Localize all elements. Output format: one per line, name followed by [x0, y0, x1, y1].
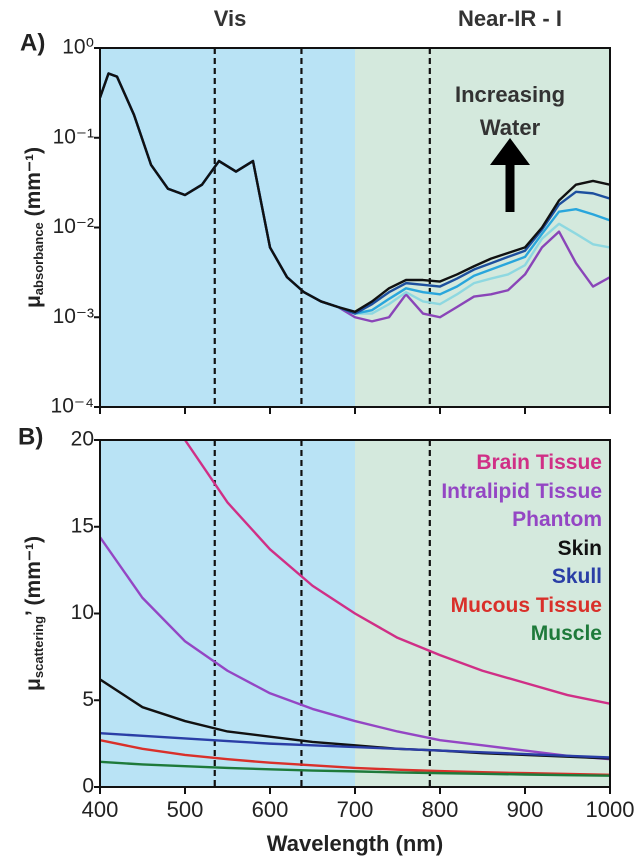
y-axis-title: μabsorbance (mm⁻¹)	[22, 147, 47, 308]
legend-entry: Mucous Tissue	[450, 593, 602, 617]
x-tick-label: 500	[167, 797, 204, 822]
x-tick-label: 800	[422, 797, 459, 822]
series-line	[100, 732, 610, 759]
x-tick-label: 400	[82, 797, 119, 822]
legend-entry: Muscle	[530, 622, 602, 645]
series-line	[184, 440, 610, 705]
y-tick-label: 10⁰	[62, 36, 94, 59]
y-tick-label: 10	[71, 601, 94, 624]
region-shading	[100, 48, 355, 407]
y-tick-label: 10⁻⁴	[51, 395, 94, 418]
panel-label: A)	[20, 29, 45, 56]
y-tick-label: 15	[71, 514, 94, 537]
legend: Brain Tissue Intralipid Tissue Phantom Ski…	[362, 449, 602, 649]
series-line	[100, 72, 610, 313]
y-title-subscript: absorbance	[31, 222, 46, 295]
y-title-unit: (mm⁻¹)	[22, 147, 45, 222]
x-tick-label: 700	[337, 797, 374, 822]
y-tick-label: 10⁻³	[53, 305, 94, 328]
y-title-symbol: μ	[22, 678, 45, 691]
region-shading	[355, 440, 610, 787]
x-tick-label: 1000	[586, 797, 635, 822]
y-tick-label: 5	[82, 688, 94, 711]
y-tick-label: 10⁻¹	[53, 125, 94, 148]
y-title-symbol: μ	[22, 295, 45, 308]
x-tick-label: 900	[507, 797, 544, 822]
legend-entry: Brain Tissue	[476, 451, 602, 474]
region-shading	[100, 440, 355, 787]
y-tick-label: 10⁻²	[53, 215, 94, 238]
y-title-subscript: scattering	[31, 616, 46, 678]
x-tick-label: 600	[252, 797, 289, 822]
series-line	[100, 760, 610, 777]
series-line	[100, 536, 610, 761]
y-title-unit: ’ (mm⁻¹)	[22, 536, 45, 616]
arrow-head	[490, 138, 530, 165]
region-label: Near-IR - I	[458, 6, 562, 31]
legend-entry: Skull	[551, 565, 602, 588]
panel-label: B)	[18, 423, 43, 450]
legend-entry: Intralipid Tissue Phantom	[441, 479, 602, 532]
y-tick-label: 20	[71, 428, 94, 451]
y-axis-title: μscattering’ (mm⁻¹)	[22, 536, 47, 691]
legend-entry: Skin	[557, 536, 602, 560]
x-axis-title: Wavelength (nm)	[267, 831, 443, 856]
y-tick-label: 0	[82, 775, 94, 798]
annotation: Increasing Water	[454, 82, 566, 140]
region-label: Vis	[213, 6, 247, 31]
series-line	[100, 738, 610, 777]
